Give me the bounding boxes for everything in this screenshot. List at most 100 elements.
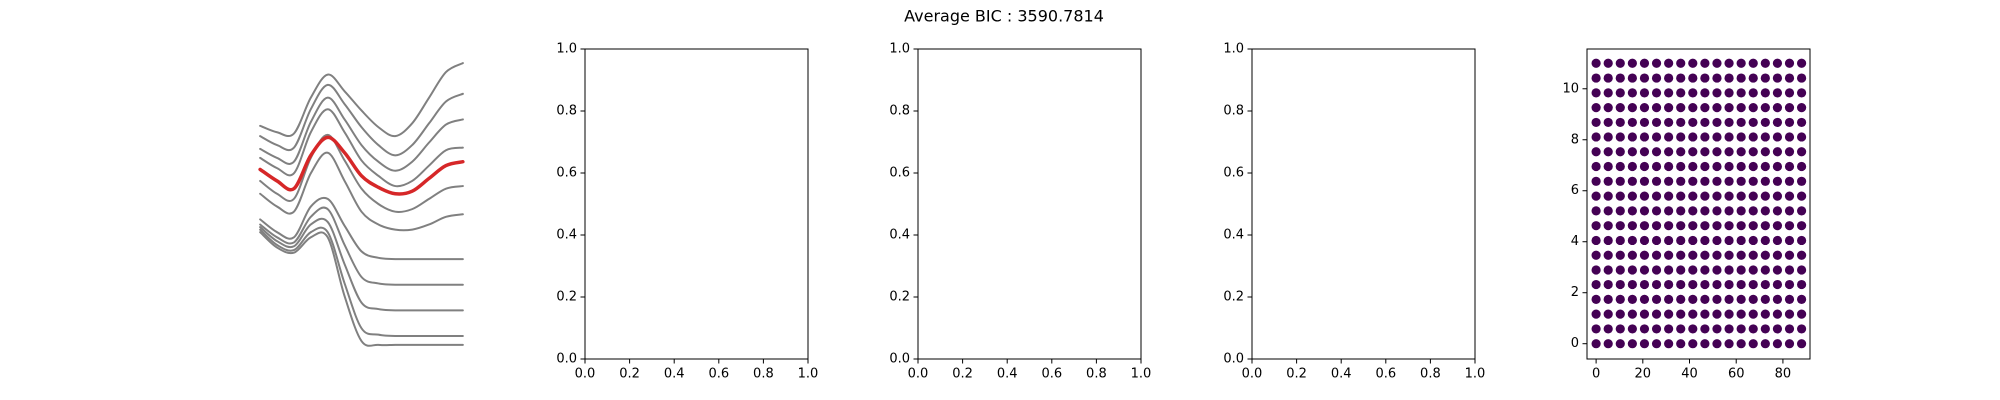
scatter-point: [1664, 265, 1674, 275]
y-tick-label: 4: [1571, 234, 1579, 249]
scatter-point: [1591, 221, 1601, 231]
scatter-point: [1615, 147, 1625, 157]
scatter-point: [1615, 191, 1625, 201]
scatter-point: [1796, 309, 1807, 319]
scatter-point: [1724, 206, 1734, 216]
scatter-point: [1760, 58, 1770, 68]
scatter-point: [1796, 324, 1807, 334]
scatter-point: [1712, 235, 1722, 246]
x-tick-label: 0.6: [1375, 367, 1396, 382]
scatter-point: [1748, 265, 1758, 275]
scatter-point: [1591, 309, 1601, 319]
scatter-point: [1615, 339, 1625, 349]
scatter-point: [1615, 103, 1625, 113]
scatter-point: [1615, 161, 1625, 172]
scatter-point: [1664, 206, 1674, 216]
scatter-point: [1784, 294, 1795, 304]
scatter-point: [1760, 339, 1770, 349]
scatter-point: [1772, 339, 1783, 349]
scatter-point: [1639, 117, 1650, 128]
scatter-point: [1651, 176, 1662, 186]
scatter-point: [1736, 73, 1746, 83]
scatter-point: [1700, 279, 1710, 290]
x-tick-label: 0.4: [1331, 367, 1352, 382]
scatter-point: [1664, 176, 1674, 186]
scatter-point: [1664, 221, 1674, 231]
scatter-point: [1688, 294, 1698, 304]
scatter-point: [1651, 88, 1662, 98]
scatter-point: [1784, 117, 1795, 128]
scatter-point: [1748, 58, 1758, 68]
scatter-point: [1736, 309, 1746, 319]
scatter-point: [1760, 235, 1770, 246]
scatter-point: [1651, 58, 1662, 68]
scatter-point: [1712, 88, 1722, 98]
scatter-point: [1700, 235, 1710, 246]
scatter-point: [1639, 294, 1650, 304]
scatter-point: [1796, 221, 1807, 231]
scatter-point: [1688, 176, 1698, 186]
y-tick-label: 0.4: [1223, 228, 1244, 243]
scatter-point: [1700, 176, 1710, 186]
scatter-point: [1712, 309, 1722, 319]
scatter-point: [1651, 132, 1662, 142]
subplot: [258, 62, 465, 347]
y-tick-label: 0.6: [556, 166, 577, 181]
scatter-point: [1784, 58, 1795, 68]
scatter-point: [1676, 265, 1686, 275]
scatter-point: [1603, 132, 1613, 142]
scatter-point: [1664, 191, 1674, 201]
scatter-point: [1784, 339, 1795, 349]
line: [259, 151, 464, 232]
scatter-point: [1772, 309, 1783, 319]
scatter-point: [1796, 265, 1807, 275]
axes-frame: [584, 48, 809, 360]
scatter-point: [1615, 324, 1625, 334]
y-tick-label: 0.6: [889, 166, 910, 181]
scatter-point: [1591, 73, 1601, 83]
scatter-point: [1724, 147, 1734, 157]
scatter-point: [1603, 117, 1613, 128]
scatter-point: [1664, 147, 1674, 157]
scatter-point: [1712, 58, 1722, 68]
scatter-point: [1615, 58, 1625, 68]
scatter-point: [1615, 132, 1625, 142]
scatter-point: [1736, 206, 1746, 216]
scatter-point: [1591, 147, 1601, 157]
scatter-point: [1784, 88, 1795, 98]
scatter-point: [1591, 235, 1601, 246]
y-tick-label: 0.2: [556, 290, 577, 305]
line: [259, 226, 464, 338]
scatter-point: [1784, 176, 1795, 186]
scatter-point: [1664, 58, 1674, 68]
scatter-point: [1639, 191, 1650, 201]
scatter-point: [1736, 324, 1746, 334]
scatter-point: [1615, 235, 1625, 246]
scatter-point: [1664, 117, 1674, 128]
scatter-point: [1784, 235, 1795, 246]
scatter-point: [1688, 221, 1698, 231]
y-tick-label: 0.4: [556, 228, 577, 243]
scatter-point: [1591, 324, 1601, 334]
scatter-point: [1651, 265, 1662, 275]
scatter-point: [1591, 250, 1601, 260]
scatter-point: [1591, 279, 1601, 290]
scatter-point: [1712, 73, 1722, 83]
scatter-point: [1712, 250, 1722, 260]
scatter-point: [1688, 279, 1698, 290]
scatter-point: [1688, 132, 1698, 142]
scatter-point: [1724, 221, 1734, 231]
x-tick-label: 0.2: [952, 367, 973, 382]
scatter-point: [1700, 206, 1710, 216]
scatter-point: [1796, 88, 1807, 98]
scatter-point: [1724, 324, 1734, 334]
scatter-point: [1627, 132, 1637, 142]
scatter-point: [1603, 279, 1613, 290]
scatter-point: [1736, 279, 1746, 290]
scatter-point: [1736, 191, 1746, 201]
scatter-point: [1603, 309, 1613, 319]
scatter-point: [1664, 339, 1674, 349]
line: [259, 217, 464, 312]
scatter-point: [1796, 147, 1807, 157]
scatter-point: [1676, 147, 1686, 157]
